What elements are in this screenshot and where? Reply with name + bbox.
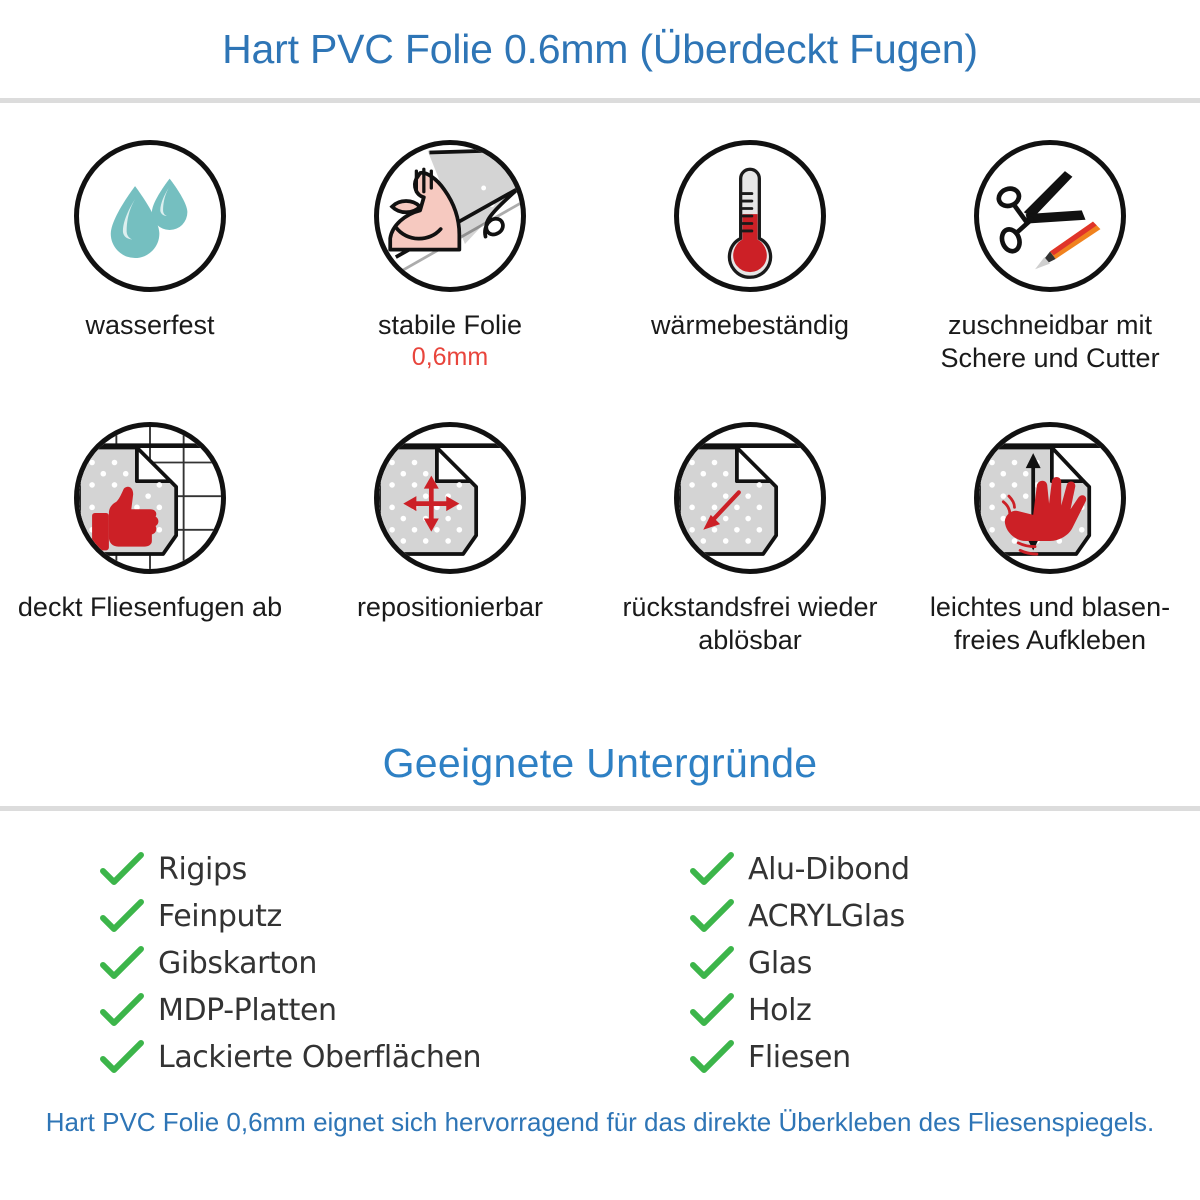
feature-grid: wasserfest: [0, 140, 1200, 704]
hand-smoothing-icon: [974, 422, 1126, 574]
feature-wieder-abloesbar: rückstandsfrei wieder ablösbar: [600, 422, 900, 704]
substrate-checklists: Rigips Feinputz Gibskarton MDP-Platten L…: [0, 846, 1200, 1081]
feature-repositionierbar: repositionierbar: [300, 422, 600, 704]
check-icon: [690, 898, 734, 935]
page-title: Hart PVC Folie 0.6mm (Überdeckt Fugen): [222, 26, 978, 72]
thumbs-up-foil-icon: [74, 422, 226, 574]
check-icon: [690, 992, 734, 1029]
move-arrows-foil-icon: [374, 422, 526, 574]
list-item-label: MDP-Platten: [158, 993, 337, 1028]
thermometer-icon: [674, 140, 826, 292]
feature-label: leichtes und blasen- freies Aufkleben: [929, 592, 1171, 655]
list-item: Feinputz: [100, 893, 600, 940]
list-item: Rigips: [100, 846, 600, 893]
check-icon: [100, 1039, 144, 1076]
feature-wasserfest: wasserfest: [0, 140, 300, 422]
feature-label: rückstandsfrei wieder ablösbar: [622, 592, 878, 655]
list-item: Lackierte Oberflächen: [100, 1034, 600, 1081]
footer-note: Hart PVC Folie 0,6mm eignet sich hervorr…: [45, 1107, 1155, 1137]
feature-blasenfrei: leichtes und blasen- freies Aufkleben: [900, 422, 1200, 704]
list-item: MDP-Platten: [100, 987, 600, 1034]
list-item-label: Feinputz: [158, 899, 282, 934]
section-title-untergruende: Geeignete Untergründe: [382, 740, 818, 786]
list-item-label: Lackierte Oberflächen: [158, 1040, 482, 1075]
water-drops-icon: [74, 140, 226, 292]
substrate-column-right: Alu-Dibond ACRYLGlas Glas Holz Fliesen: [600, 846, 1200, 1081]
list-item-label: Gibskarton: [158, 946, 317, 981]
feature-label: repositionierbar: [356, 592, 544, 622]
feature-label: deckt Fliesenfugen ab: [17, 592, 283, 622]
check-icon: [690, 1039, 734, 1076]
feature-deckt-fugen-ab: deckt Fliesenfugen ab: [0, 422, 300, 704]
feature-label: stabile Folie: [377, 310, 523, 340]
scissors-cutter-icon: [974, 140, 1126, 292]
check-icon: [100, 945, 144, 982]
list-item: Glas: [690, 940, 1200, 987]
list-item-label: ACRYLGlas: [748, 899, 905, 934]
list-item-label: Holz: [748, 993, 812, 1028]
check-icon: [100, 898, 144, 935]
check-icon: [690, 945, 734, 982]
check-icon: [100, 851, 144, 888]
feature-stabile-folie: stabile Folie 0,6mm: [300, 140, 600, 422]
list-item: Gibskarton: [100, 940, 600, 987]
list-item: ACRYLGlas: [690, 893, 1200, 940]
divider-top: [0, 98, 1200, 103]
list-item: Holz: [690, 987, 1200, 1034]
list-item-label: Glas: [748, 946, 812, 981]
list-item-label: Fliesen: [748, 1040, 851, 1075]
feature-sublabel: 0,6mm: [411, 343, 489, 371]
check-icon: [100, 992, 144, 1029]
check-icon: [690, 851, 734, 888]
list-item-label: Alu-Dibond: [748, 852, 910, 887]
flexed-arm-icon: [374, 140, 526, 292]
feature-label: wasserfest: [85, 310, 215, 340]
feature-zuschneidbar: zuschneidbar mit Schere und Cutter: [900, 140, 1200, 422]
list-item-label: Rigips: [158, 852, 247, 887]
divider-bottom: [0, 806, 1200, 811]
peel-arrow-foil-icon: [674, 422, 826, 574]
list-item: Alu-Dibond: [690, 846, 1200, 893]
feature-label: wärmebeständig: [650, 310, 850, 340]
feature-label: zuschneidbar mit Schere und Cutter: [940, 310, 1160, 373]
substrate-column-left: Rigips Feinputz Gibskarton MDP-Platten L…: [0, 846, 600, 1081]
feature-waermebestaendig: wärmebeständig: [600, 140, 900, 422]
list-item: Fliesen: [690, 1034, 1200, 1081]
